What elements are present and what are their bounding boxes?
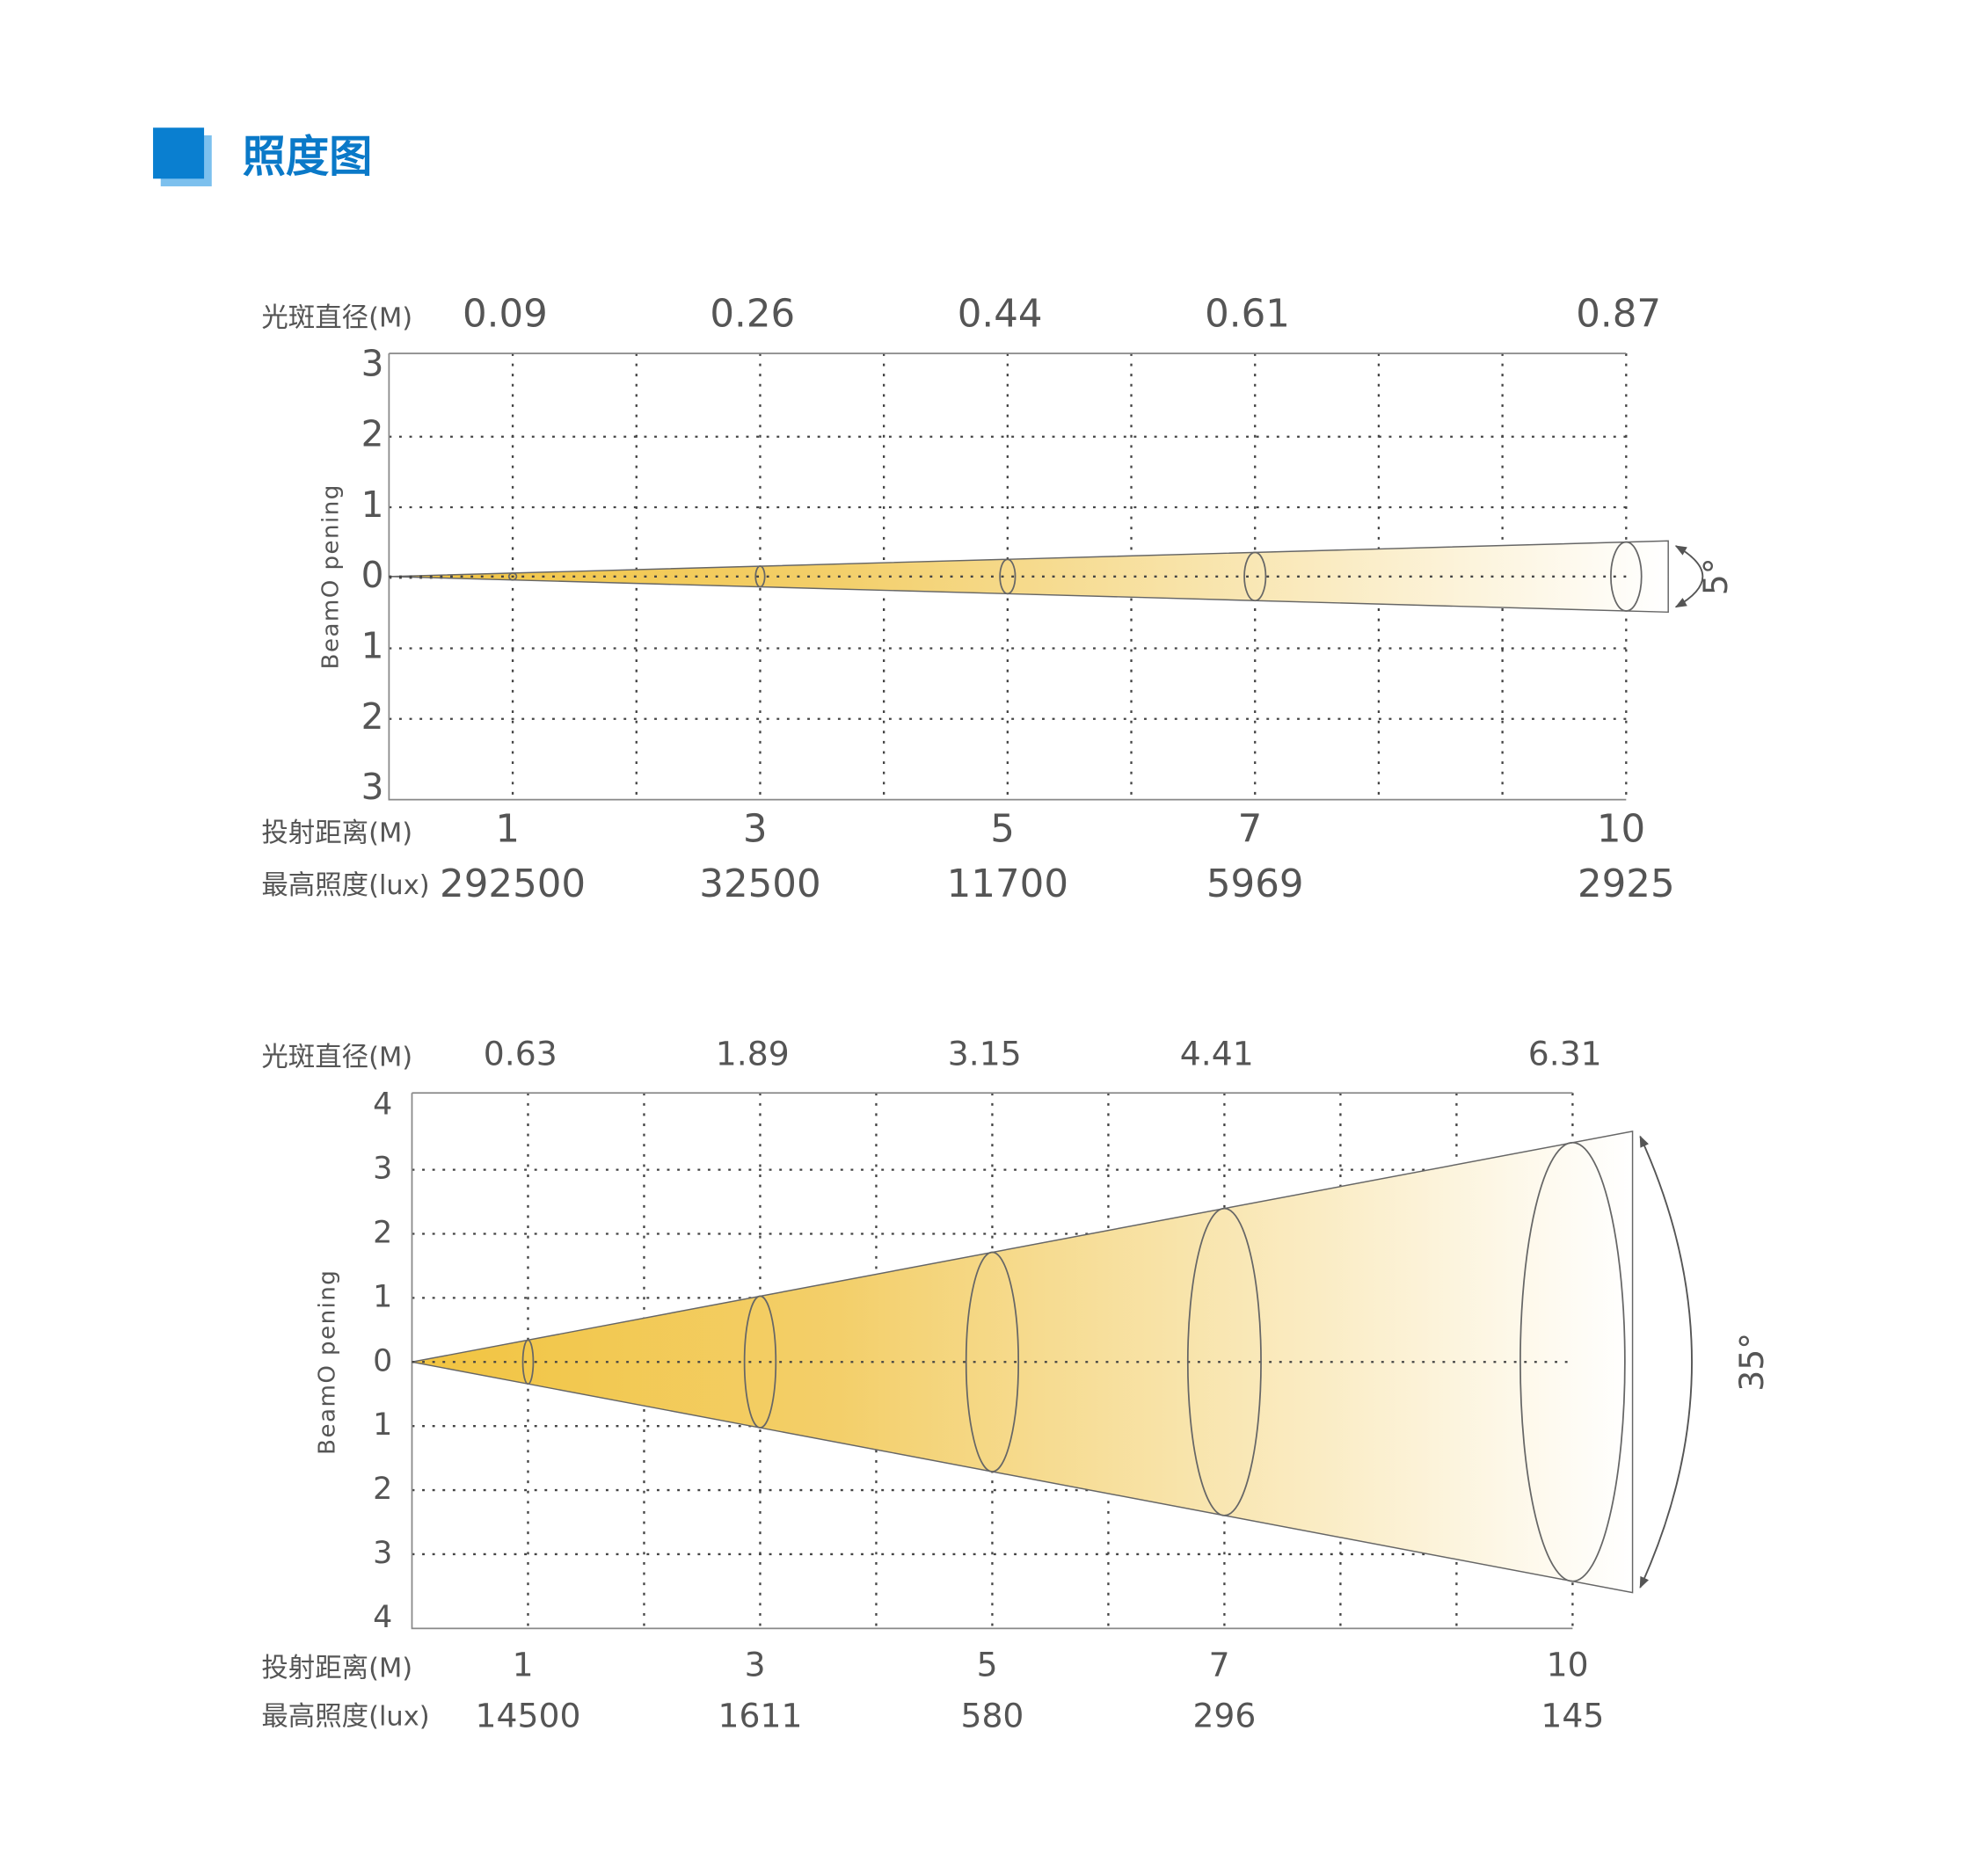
lux-value: 14500	[476, 1696, 581, 1734]
spot	[999, 558, 1017, 595]
lux-value: 145	[1541, 1696, 1604, 1734]
diameter-value: 1.89	[716, 1035, 790, 1073]
y-tick-label: 1	[361, 625, 384, 667]
y-axis-label: BeamO pening	[318, 484, 345, 669]
y-tick-label: 0	[373, 1343, 392, 1378]
lux-value: 292500	[440, 862, 586, 906]
distance-label: 投射距离(M)	[261, 1653, 412, 1683]
distance-value: 10	[1597, 807, 1645, 851]
spot	[1610, 541, 1643, 612]
y-tick-label: 3	[373, 1152, 392, 1187]
lux-value: 11700	[947, 862, 1068, 906]
lux-value: 296	[1192, 1696, 1256, 1734]
spot	[743, 1295, 777, 1429]
axis-frame	[411, 1092, 1573, 1630]
lux-label: 最高照度(lux)	[261, 1701, 429, 1732]
angle-arc	[1639, 1135, 1693, 1589]
y-tick-label: 2	[361, 695, 384, 738]
angle-label: 35°	[1732, 1333, 1771, 1392]
distance-value: 10	[1547, 1645, 1589, 1683]
spot	[507, 572, 518, 581]
y-axis-label: BeamO pening	[314, 1269, 340, 1455]
spot	[1243, 551, 1267, 602]
lux-value: 580	[960, 1696, 1024, 1734]
spot	[521, 1339, 535, 1385]
diameter-value: 0.61	[1205, 292, 1290, 336]
distance-value: 3	[743, 807, 768, 851]
distance-value: 1	[495, 807, 520, 851]
lux-value: 5969	[1206, 862, 1304, 906]
y-tick-label: 2	[361, 413, 384, 455]
y-tick-label: 3	[361, 766, 384, 808]
angle-arc	[1674, 545, 1704, 608]
distance-value: 1	[513, 1645, 534, 1683]
spot	[965, 1251, 1020, 1472]
diameter-value: 0.63	[484, 1035, 557, 1073]
diameter-value: 6.31	[1528, 1035, 1602, 1073]
y-tick-label: 3	[361, 342, 384, 384]
distance-value: 7	[1209, 1645, 1230, 1683]
lux-value: 32500	[699, 862, 820, 906]
diameter-label: 光斑直径(M)	[261, 302, 412, 333]
diameter-value: 3.15	[948, 1035, 1022, 1073]
distance-value: 3	[745, 1645, 766, 1683]
y-tick-label: 4	[373, 1087, 392, 1123]
lux-label: 最高照度(lux)	[261, 870, 429, 901]
spot	[1186, 1207, 1262, 1516]
diameter-value: 4.41	[1180, 1035, 1254, 1073]
y-tick-label: 1	[373, 1279, 392, 1314]
page-title: 照度图	[243, 131, 373, 182]
lux-value: 2925	[1578, 862, 1675, 906]
y-tick-label: 3	[373, 1536, 392, 1571]
distance-value: 5	[977, 1645, 998, 1683]
distance-label: 投射距离(M)	[261, 818, 412, 848]
diameter-value: 0.44	[958, 292, 1043, 336]
title-icon	[153, 127, 205, 179]
spot	[1519, 1141, 1626, 1582]
diameter-value: 0.26	[710, 292, 795, 336]
beam	[412, 1131, 1634, 1594]
diameter-value: 0.87	[1576, 292, 1661, 336]
beam	[389, 540, 1669, 614]
y-tick-label: 4	[373, 1600, 392, 1635]
y-tick-label: 2	[373, 1216, 392, 1251]
y-tick-label: 0	[361, 554, 384, 596]
diameter-label: 光斑直径(M)	[261, 1043, 412, 1073]
y-tick-label: 2	[373, 1472, 392, 1507]
axis-frame	[388, 353, 1627, 801]
y-tick-label: 1	[361, 484, 384, 526]
y-tick-label: 1	[373, 1407, 392, 1443]
diameter-value: 0.09	[463, 292, 548, 336]
lux-value: 1611	[718, 1696, 802, 1734]
spot	[754, 565, 766, 588]
distance-value: 7	[1238, 807, 1263, 851]
angle-label: 5°	[1696, 557, 1735, 595]
distance-value: 5	[990, 807, 1015, 851]
